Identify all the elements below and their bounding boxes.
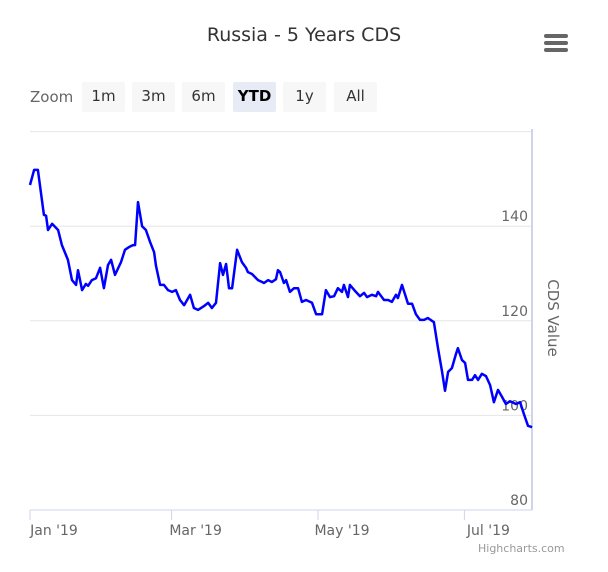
zoom-button-6m[interactable]: 6m	[182, 82, 225, 112]
x-tick-label: Mar '19	[169, 523, 222, 539]
x-tick-label: Jan '19	[29, 523, 78, 539]
chart-title: Russia - 5 Years CDS	[206, 24, 402, 46]
zoom-label: Zoom	[30, 88, 74, 106]
y-axis-title: CDS Value	[544, 279, 562, 357]
zoom-button-all[interactable]: All	[334, 82, 377, 112]
hamburger-menu-icon[interactable]	[544, 34, 568, 54]
y-tick-label: 80	[510, 493, 528, 509]
series-line-cds-value	[28, 168, 533, 429]
x-tick-label: Jul '19	[466, 523, 510, 539]
y-tick-label: 140	[501, 209, 528, 225]
x-tick-label: May '19	[314, 523, 369, 539]
credits-link[interactable]: Highcharts.com	[478, 542, 565, 555]
zoom-button-1y[interactable]: 1y	[283, 82, 326, 112]
y-tick-label: 120	[501, 304, 528, 320]
zoom-button-3m[interactable]: 3m	[132, 82, 175, 112]
zoom-button-1m[interactable]: 1m	[82, 82, 125, 112]
zoom-button-ytd[interactable]: YTD	[233, 82, 276, 112]
